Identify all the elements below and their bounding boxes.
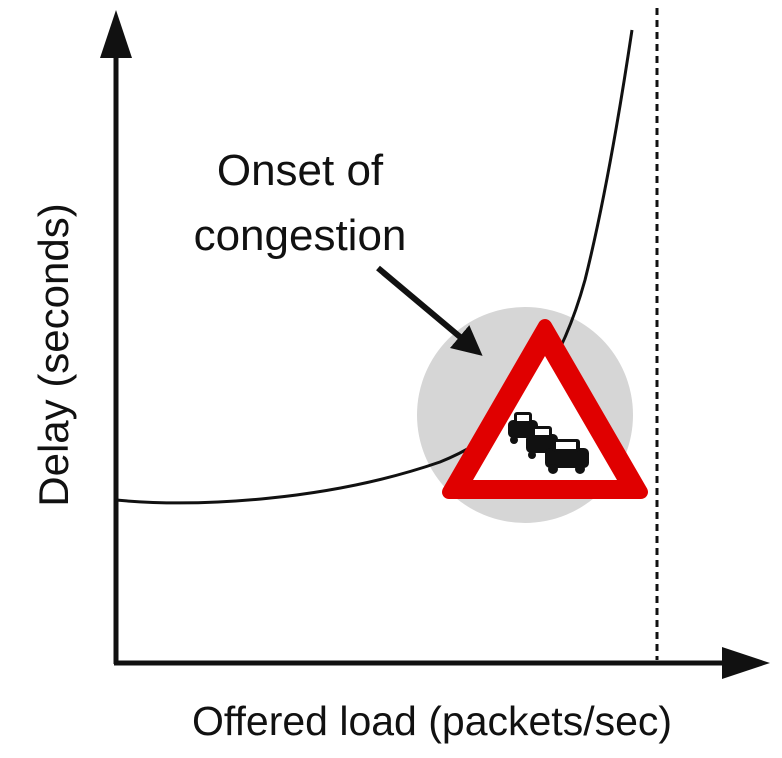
x-axis-arrow: [722, 647, 770, 679]
congestion-sign: [442, 319, 648, 499]
y-axis-arrow: [100, 10, 132, 58]
annotation-line: congestion: [194, 211, 407, 260]
annotation-arrow: [376, 265, 483, 356]
y-axis-label: Delay (seconds): [30, 203, 77, 506]
x-axis-label: Offered load (packets/sec): [192, 698, 672, 744]
annotation-line: Onset of: [217, 146, 384, 195]
